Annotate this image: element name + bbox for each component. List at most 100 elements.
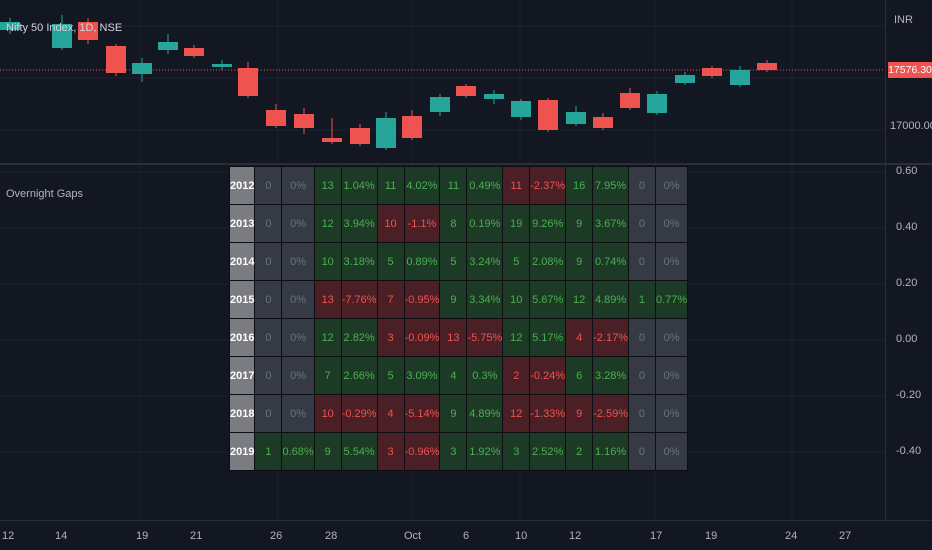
year-cell: 2013 xyxy=(228,204,256,243)
gap-percent-cell: 3.94% xyxy=(340,204,378,243)
gap-percent-cell: -0.24% xyxy=(529,356,567,395)
gap-percent-cell: 0.19% xyxy=(466,204,504,243)
gap-count-cell: 3 xyxy=(502,432,531,471)
gap-percent-cell: 5.67% xyxy=(529,280,567,319)
gap-count-cell: 5 xyxy=(376,242,405,281)
year-cell: 2019 xyxy=(228,432,256,471)
gap-percent-cell: 3.24% xyxy=(466,242,504,281)
time-label: 19 xyxy=(705,530,718,542)
gap-percent-cell: 0.3% xyxy=(466,356,504,395)
gap-count-cell: 9 xyxy=(439,280,468,319)
table-row: 2018 0 0% 10 -0.29% 4 -5.14% 9 4.89% 12 -1.33% 9 -2.… xyxy=(228,394,689,433)
gap-percent-cell: 7.95% xyxy=(592,166,629,205)
candle-body xyxy=(350,128,370,144)
gap-percent-cell: 4.89% xyxy=(592,280,629,319)
time-label: 12 xyxy=(569,530,582,542)
time-axis[interactable]: 12 14 19 21 26 28 Oct 6 10 12 17 19 24 2… xyxy=(0,520,932,550)
candle-body xyxy=(184,48,204,56)
symbol-title[interactable]: Nifty 50 Index, 1D, NSE xyxy=(6,22,123,34)
candle-body xyxy=(158,42,178,50)
candle-body xyxy=(294,114,314,128)
time-label: 12 xyxy=(2,530,15,542)
gap-percent-cell: 0.49% xyxy=(466,166,504,205)
time-label: Oct xyxy=(404,530,422,542)
candle-body xyxy=(484,94,504,99)
table-row: 2014 0 0% 10 3.18% 5 0.89% 5 3.24% 5 2.08% 9 0.74% 0 0… xyxy=(228,242,689,281)
gap-count-cell: 0 xyxy=(627,204,656,243)
gap-count-cell: 0 xyxy=(627,356,656,395)
candle-body xyxy=(647,94,667,113)
gap-percent-cell: 0% xyxy=(654,432,689,471)
candle-body xyxy=(78,22,98,40)
gap-count-cell: 9 xyxy=(565,242,594,281)
gap-count-cell: 0 xyxy=(254,356,283,395)
candle-body xyxy=(538,100,558,130)
gap-count-cell: 2 xyxy=(502,356,531,395)
gap-count-cell: 12 xyxy=(502,394,531,433)
gap-percent-cell: 1.04% xyxy=(340,166,378,205)
candle-body xyxy=(430,97,450,112)
gap-percent-cell: -5.75% xyxy=(466,318,504,357)
time-label: 24 xyxy=(785,530,798,542)
candle-body xyxy=(511,101,531,117)
time-label: 10 xyxy=(515,530,528,542)
candle-body xyxy=(266,110,286,126)
price-chart-pane[interactable] xyxy=(0,0,885,163)
candle-body xyxy=(238,68,258,96)
gap-percent-cell: 4.89% xyxy=(466,394,504,433)
last-price-tag: 17576.30 xyxy=(888,62,932,78)
time-label: 17 xyxy=(650,530,663,542)
gap-percent-cell: -0.95% xyxy=(403,280,441,319)
gap-percent-cell: -1.33% xyxy=(529,394,567,433)
gap-count-cell: 11 xyxy=(502,166,531,205)
gap-percent-cell: 0% xyxy=(654,166,689,205)
gap-percent-cell: 0% xyxy=(281,280,315,319)
gap-percent-cell: 5.54% xyxy=(340,432,378,471)
gap-count-cell: 9 xyxy=(313,432,342,471)
gap-count-cell: 0 xyxy=(254,242,283,281)
gap-count-cell: 12 xyxy=(313,318,342,357)
candle-body xyxy=(757,63,777,70)
gap-count-cell: 2 xyxy=(565,432,594,471)
table-row: 2017 0 0% 7 2.66% 5 3.09% 4 0.3% 2 -0.24% 6 3.28% 0 0% xyxy=(228,356,689,395)
gap-percent-cell: 0% xyxy=(654,204,689,243)
gap-count-cell: 12 xyxy=(313,204,342,243)
gap-count-cell: 11 xyxy=(376,166,405,205)
gap-percent-cell: 0% xyxy=(654,318,689,357)
table-row: 2016 0 0% 12 2.82% 3 -0.09% 13 -5.75% 12 5.17% 4 -2.… xyxy=(228,318,689,357)
table-row: 2019 1 0.68% 9 5.54% 3 -0.96% 3 1.92% 3 2.52% 2 1.16… xyxy=(228,432,689,471)
gap-percent-cell: 0% xyxy=(281,166,315,205)
gap-percent-cell: 3.28% xyxy=(592,356,629,395)
gap-count-cell: 13 xyxy=(439,318,468,357)
candles xyxy=(0,15,777,150)
gap-percent-cell: 0.68% xyxy=(281,432,315,471)
gap-percent-cell: 0% xyxy=(654,394,689,433)
gap-percent-cell: 2.66% xyxy=(340,356,378,395)
gap-count-cell: 0 xyxy=(254,394,283,433)
gap-count-cell: 8 xyxy=(439,204,468,243)
gap-count-cell: 0 xyxy=(627,166,656,205)
gap-percent-cell: -7.76% xyxy=(340,280,378,319)
gap-percent-cell: 1.92% xyxy=(466,432,504,471)
gap-count-cell: 4 xyxy=(439,356,468,395)
time-label: 6 xyxy=(463,530,470,542)
gap-percent-cell: -2.37% xyxy=(529,166,567,205)
time-label: 19 xyxy=(136,530,149,542)
candlestick-chart[interactable] xyxy=(0,0,885,163)
table-row: 2015 0 0% 13 -7.76% 7 -0.95% 9 3.34% 10 5.67% 12 4.8… xyxy=(228,280,689,319)
price-axis[interactable]: INR 17000.00 0.60 0.40 0.20 0.00 -0.20 -… xyxy=(886,0,932,520)
gap-percent-cell: 0% xyxy=(654,242,689,281)
year-cell: 2012 xyxy=(228,166,256,205)
gap-percent-cell: 3.34% xyxy=(466,280,504,319)
gap-count-cell: 4 xyxy=(565,318,594,357)
table-row: 2012 0 0% 13 1.04% 11 4.02% 11 0.49% 11 -2.37% 16 7.… xyxy=(228,166,689,205)
gap-count-cell: 10 xyxy=(313,242,342,281)
time-label: 27 xyxy=(839,530,852,542)
gap-count-cell: 5 xyxy=(502,242,531,281)
indicator-title[interactable]: Overnight Gaps xyxy=(6,188,84,200)
gap-count-cell: 3 xyxy=(439,432,468,471)
candle-body xyxy=(0,22,20,30)
pane-divider[interactable] xyxy=(0,163,932,165)
gap-percent-cell: 3.09% xyxy=(403,356,441,395)
year-cell: 2016 xyxy=(228,318,256,357)
